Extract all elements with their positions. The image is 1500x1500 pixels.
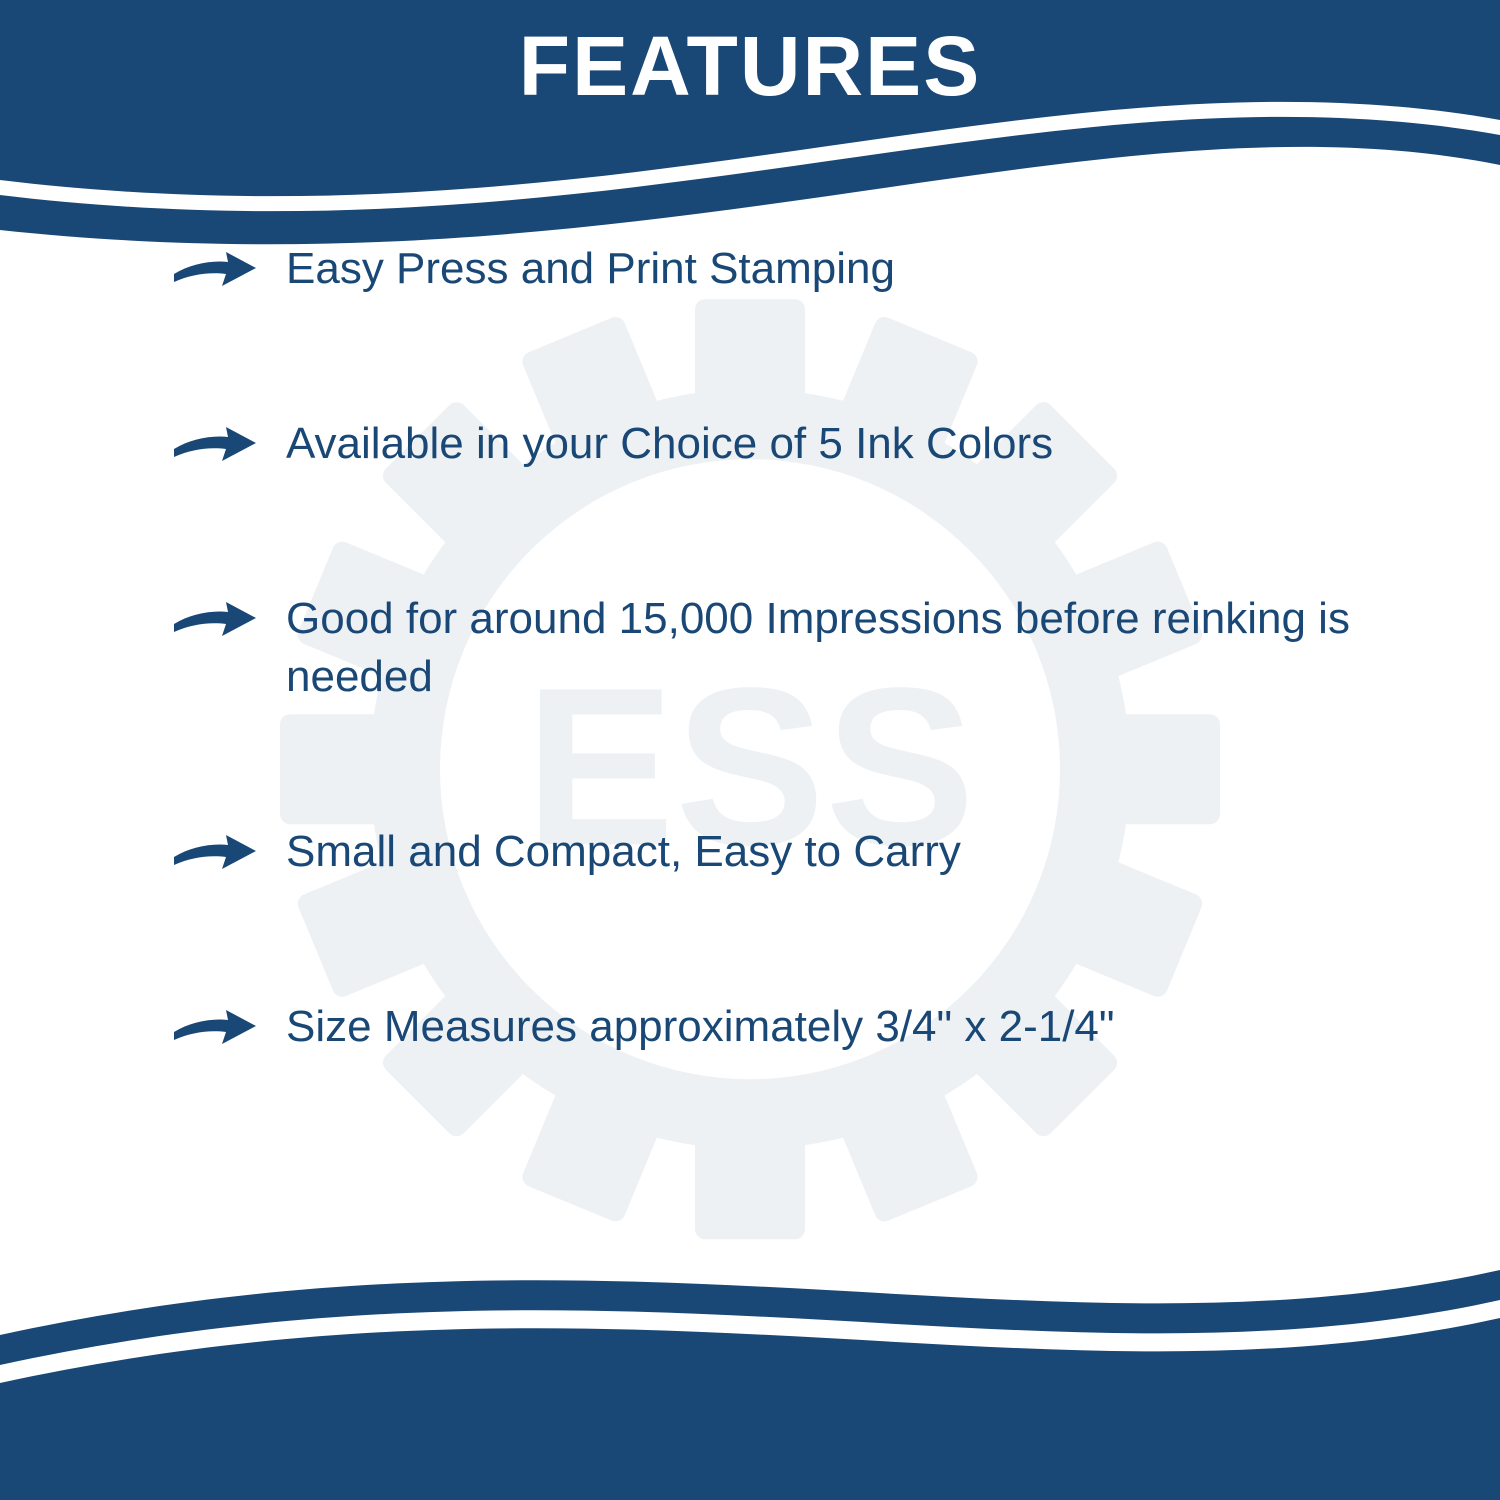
arrow-right-icon — [170, 592, 258, 647]
arrow-right-icon — [170, 242, 258, 297]
feature-text: Size Measures approximately 3/4" x 2-1/4… — [286, 998, 1115, 1055]
feature-item: Good for around 15,000 Impressions befor… — [170, 590, 1390, 704]
page-title: FEATURES — [0, 18, 1500, 115]
feature-item: Available in your Choice of 5 Ink Colors — [170, 415, 1390, 472]
features-list: Easy Press and Print Stamping Available … — [170, 240, 1390, 1055]
feature-item: Easy Press and Print Stamping — [170, 240, 1390, 297]
arrow-right-icon — [170, 825, 258, 880]
feature-text: Available in your Choice of 5 Ink Colors — [286, 415, 1053, 472]
feature-text: Good for around 15,000 Impressions befor… — [286, 590, 1390, 704]
arrow-right-icon — [170, 417, 258, 472]
feature-item: Size Measures approximately 3/4" x 2-1/4… — [170, 998, 1390, 1055]
arrow-right-icon — [170, 1000, 258, 1055]
feature-text: Small and Compact, Easy to Carry — [286, 823, 961, 880]
feature-text: Easy Press and Print Stamping — [286, 240, 895, 297]
feature-item: Small and Compact, Easy to Carry — [170, 823, 1390, 880]
footer-wave — [0, 1240, 1500, 1500]
